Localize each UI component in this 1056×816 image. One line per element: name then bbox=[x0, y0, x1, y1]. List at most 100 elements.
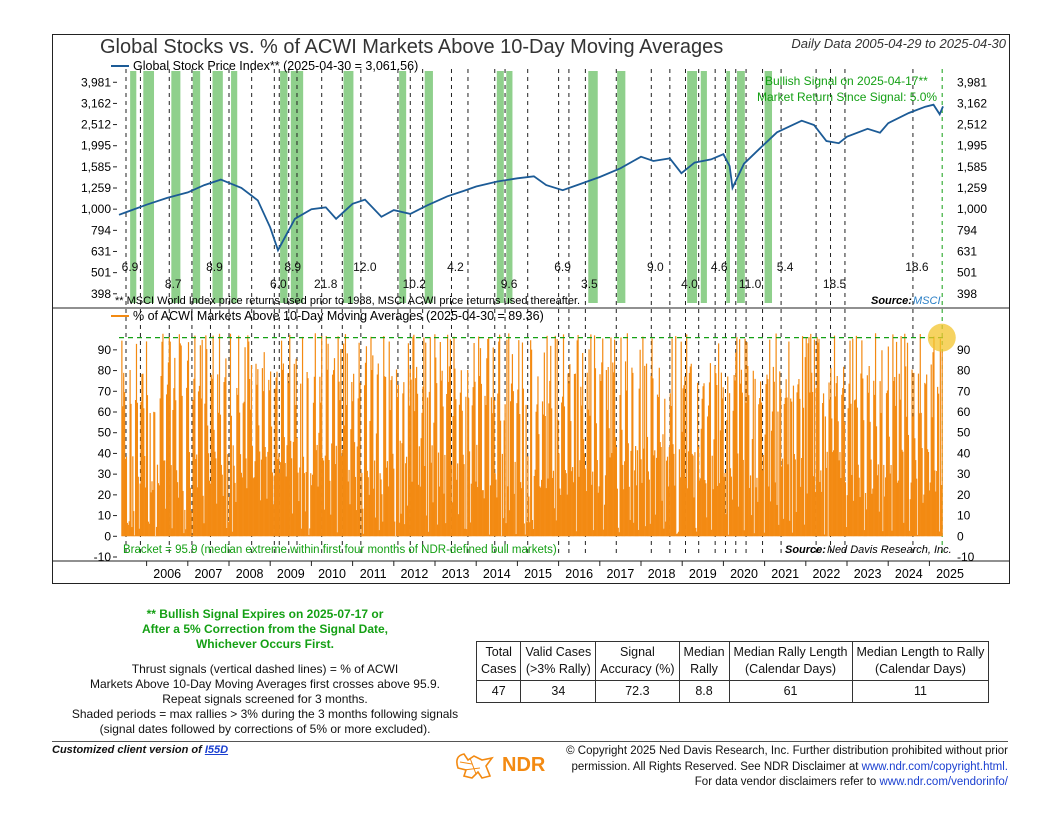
x-tick-label: 2016 bbox=[565, 567, 593, 581]
rally-gain-label: 9.0 bbox=[647, 260, 664, 274]
vendor-link[interactable]: www.ndr.com/vendorinfo/ bbox=[879, 776, 1008, 788]
shaded-rally-period bbox=[231, 71, 238, 303]
rally-gain-label: 6.9 bbox=[122, 260, 139, 274]
rally-gain-label: 12.0 bbox=[353, 260, 377, 274]
y-tick-label-left: 40 bbox=[98, 446, 112, 460]
shaded-rally-period bbox=[687, 71, 698, 303]
y-tick-label-left: 1,259 bbox=[81, 181, 111, 195]
source-name: MSCI bbox=[913, 295, 941, 307]
table-header: Valid Cases (>3% Rally) bbox=[520, 641, 597, 681]
price-line bbox=[118, 103, 944, 253]
y-tick-label-right: 1,995 bbox=[957, 139, 987, 153]
y-tick-label-right: 40 bbox=[957, 446, 971, 460]
y-tick-label-right: 794 bbox=[957, 223, 977, 237]
chart-svg: 398 398 501 501 631 631 794 794 1,000 1,000 1,259 1… bbox=[53, 59, 1009, 581]
rally-gain-label: 9.6 bbox=[501, 277, 518, 291]
method-note: Thrust signals (vertical dashed lines) =… bbox=[40, 662, 490, 737]
rally-gain-label: 6.9 bbox=[554, 260, 571, 274]
rally-gain-label: 5.4 bbox=[777, 260, 794, 274]
rally-gain-label: 4.2 bbox=[447, 260, 464, 274]
rally-gain-label: 18.5 bbox=[823, 277, 847, 291]
rally-gain-label: 11.0 bbox=[739, 277, 762, 291]
header-line: (Calendar Days) bbox=[745, 662, 837, 676]
shaded-rally-period bbox=[726, 71, 730, 303]
y-tick-label-right: 631 bbox=[957, 244, 977, 258]
shaded-rally-period bbox=[506, 71, 513, 303]
vendor-line: For data vendor disclaimers refer to www… bbox=[538, 775, 1008, 791]
y-tick-label-left: 20 bbox=[98, 488, 112, 502]
y-tick-label-left: 398 bbox=[91, 287, 111, 301]
table-cell: 11 bbox=[851, 680, 990, 703]
x-tick-label: 2018 bbox=[648, 567, 676, 581]
method-line: Markets Above 10-Day Moving Averages fir… bbox=[90, 677, 440, 691]
header-line: Median Length to Rally bbox=[856, 645, 985, 659]
y-tick-label-right: 80 bbox=[957, 364, 971, 378]
stats-table: Total Cases Valid Cases (>3% Rally) Signal… bbox=[475, 641, 990, 703]
rally-gain-label: 18.6 bbox=[905, 260, 929, 274]
y-tick-label-right: 2,512 bbox=[957, 118, 987, 132]
x-tick-label: 2021 bbox=[771, 567, 799, 581]
shaded-rally-period bbox=[764, 71, 773, 303]
copyright-line: © Copyright 2025 Ned Davis Research, Inc… bbox=[566, 745, 1008, 757]
shaded-rally-period bbox=[343, 71, 354, 303]
rally-gain-label: 8.7 bbox=[165, 277, 182, 291]
signal-note: Bullish Signal on 2025-04-17** bbox=[765, 74, 928, 88]
x-tick-label: 2014 bbox=[483, 567, 511, 581]
price-legend-label: Global Stock Price Index** (2025-04-30 =… bbox=[133, 59, 418, 73]
y-tick-label-right: 90 bbox=[957, 343, 971, 357]
header-line: Valid Cases bbox=[525, 645, 592, 659]
y-tick-label-left: 3,162 bbox=[81, 96, 111, 110]
y-tick-label-right: 60 bbox=[957, 405, 971, 419]
shaded-rally-period bbox=[399, 71, 407, 303]
shaded-rally-period bbox=[588, 71, 598, 303]
expiry-line: ** Bullish Signal Expires on 2025-07-17 … bbox=[146, 607, 384, 621]
shaded-rally-period bbox=[280, 71, 288, 303]
expiry-line: After a 5% Correction from the Signal Da… bbox=[141, 622, 389, 636]
customized-text: Customized client version of bbox=[52, 744, 202, 756]
chart-title: Global Stocks vs. % of ACWI Markets Abov… bbox=[100, 36, 724, 58]
x-tick-label: 2012 bbox=[400, 567, 428, 581]
shaded-rally-period bbox=[424, 71, 433, 303]
shaded-rally-period bbox=[496, 71, 504, 303]
expiry-line: Whichever Occurs First. bbox=[195, 637, 335, 651]
copyright-link[interactable]: www.ndr.com/copyright.html. bbox=[861, 760, 1008, 773]
table-header: Signal Accuracy (%) bbox=[595, 641, 680, 681]
y-tick-label-right: 20 bbox=[957, 488, 971, 502]
y-tick-label-left: 794 bbox=[91, 223, 111, 237]
y-tick-label-right: 70 bbox=[957, 384, 971, 398]
ndr-logo: NDR bbox=[452, 748, 562, 784]
y-tick-label-right: 3,162 bbox=[957, 96, 987, 110]
copyright-line-2: permission. All Rights Reserved. See NDR… bbox=[538, 760, 1008, 776]
shaded-rally-period bbox=[700, 71, 707, 303]
shaded-rally-period bbox=[171, 71, 181, 303]
rally-gain-label: 6.0 bbox=[270, 277, 287, 291]
method-line: (signal dates followed by corrections of… bbox=[99, 722, 431, 736]
header-line: Signal bbox=[620, 645, 655, 659]
y-tick-label-left: 50 bbox=[98, 426, 112, 440]
x-tick-label: 2009 bbox=[277, 567, 305, 581]
x-tick-label: 2017 bbox=[606, 567, 634, 581]
msci-footnote: ** MSCI World Index price returns used p… bbox=[115, 295, 580, 307]
method-line: Thrust signals (vertical dashed lines) =… bbox=[131, 662, 399, 676]
table-header: Median Length to Rally (Calendar Days) bbox=[851, 641, 990, 681]
bull-icon bbox=[456, 753, 494, 779]
y-tick-label-right: 30 bbox=[957, 467, 971, 481]
y-tick-label-right: 10 bbox=[957, 509, 971, 523]
y-tick-label-left: 3,981 bbox=[81, 75, 111, 89]
x-tick-label: 2023 bbox=[854, 567, 882, 581]
y-tick-label-left: 631 bbox=[91, 244, 111, 258]
vendor-text: For data vendor disclaimers refer to bbox=[694, 776, 877, 788]
method-line: Shaded periods = max rallies > 3% during… bbox=[71, 707, 459, 721]
x-tick-label: 2022 bbox=[812, 567, 840, 581]
logo-text: NDR bbox=[502, 754, 546, 776]
rally-gain-label: 8.9 bbox=[284, 260, 301, 274]
y-tick-label-right: 1,000 bbox=[957, 202, 987, 216]
y-tick-label-right: 501 bbox=[957, 266, 977, 280]
x-tick-label: 2025 bbox=[936, 567, 964, 581]
version-code-link[interactable]: I55D bbox=[204, 744, 229, 756]
y-tick-label-left: 1,585 bbox=[81, 160, 111, 174]
y-tick-label-left: 1,995 bbox=[81, 139, 111, 153]
rally-gain-label: 3.5 bbox=[581, 277, 598, 291]
x-tick-label: 2015 bbox=[524, 567, 552, 581]
date-range: Daily Data 2005-04-29 to 2025-04-30 bbox=[791, 36, 1006, 51]
